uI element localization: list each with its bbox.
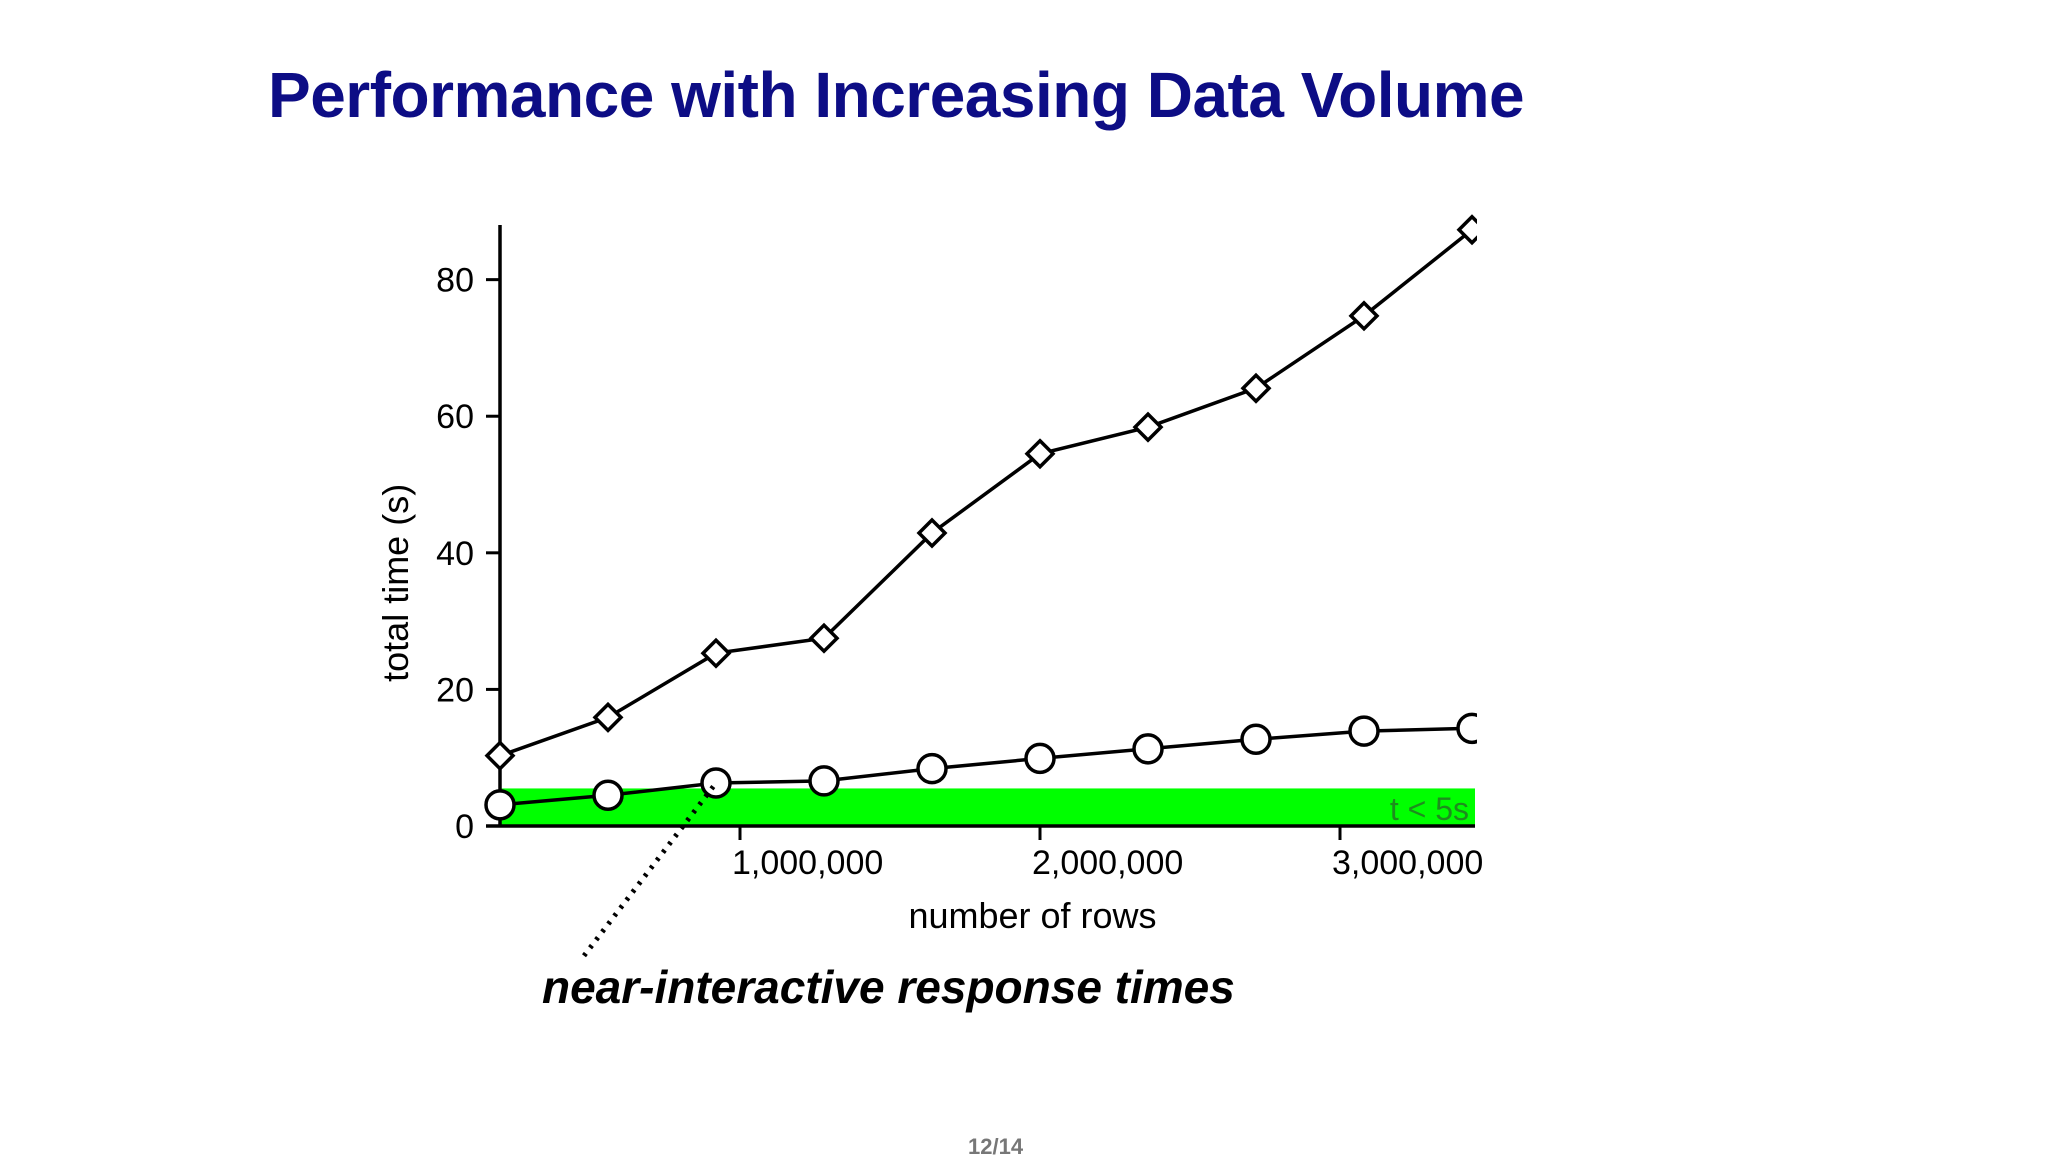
y-tick-label: 0 [455, 808, 474, 846]
series-2-point [916, 752, 948, 785]
series-2-point [700, 767, 732, 799]
series-1-point [1132, 411, 1164, 443]
series-2-point [1132, 733, 1164, 765]
x-tick-label: 1,000,000 [732, 844, 883, 882]
series-2-point [1024, 742, 1056, 775]
slide-title: Performance with Increasing Data Volume [268, 59, 1525, 131]
threshold-band-layer: t < 5s [500, 788, 1475, 827]
series-1-point [700, 637, 732, 669]
labels-layer: number of rows total time (s) [375, 484, 1157, 958]
series-2-line [499, 726, 1473, 807]
series-1-point [592, 701, 624, 733]
series-1-point [1348, 300, 1380, 332]
series-layer [484, 214, 1477, 821]
series-1-point [1456, 214, 1477, 246]
series-1-point [1024, 438, 1056, 470]
y-tick-label: 40 [436, 535, 474, 573]
y-tick-label: 60 [436, 398, 474, 436]
axes-layer [486, 225, 1475, 828]
y-tick-label: 20 [436, 671, 474, 709]
series-2-point [484, 789, 516, 821]
series-2-point [1240, 723, 1272, 756]
y-tick-label: 80 [436, 262, 474, 300]
threshold-band [500, 788, 1475, 826]
series-1-point [916, 517, 948, 549]
x-axis-label: number of rows [908, 895, 1156, 936]
series-1-point [484, 740, 516, 772]
threshold-band-label: t < 5s [1390, 791, 1469, 827]
series-1-point [1240, 372, 1272, 404]
series-2-point [592, 779, 624, 812]
series-1-point [808, 622, 840, 654]
series-2-point [808, 765, 840, 797]
ticks-layer: 0 20 40 60 80 1,000,000 2,000,000 3,000,000 [436, 262, 1483, 882]
annotation-text: near-interactive response times [542, 961, 1235, 1013]
y-axis-label: total time (s) [375, 484, 416, 682]
series-2-point [1456, 712, 1477, 745]
annotation-pointer [582, 781, 718, 958]
x-tick-label: 2,000,000 [1032, 844, 1183, 882]
series-2-point [1348, 715, 1380, 747]
x-tick-label: 3,000,000 [1332, 844, 1483, 882]
page-number: 12/14 [968, 1134, 1024, 1159]
series-1-line [499, 228, 1474, 758]
